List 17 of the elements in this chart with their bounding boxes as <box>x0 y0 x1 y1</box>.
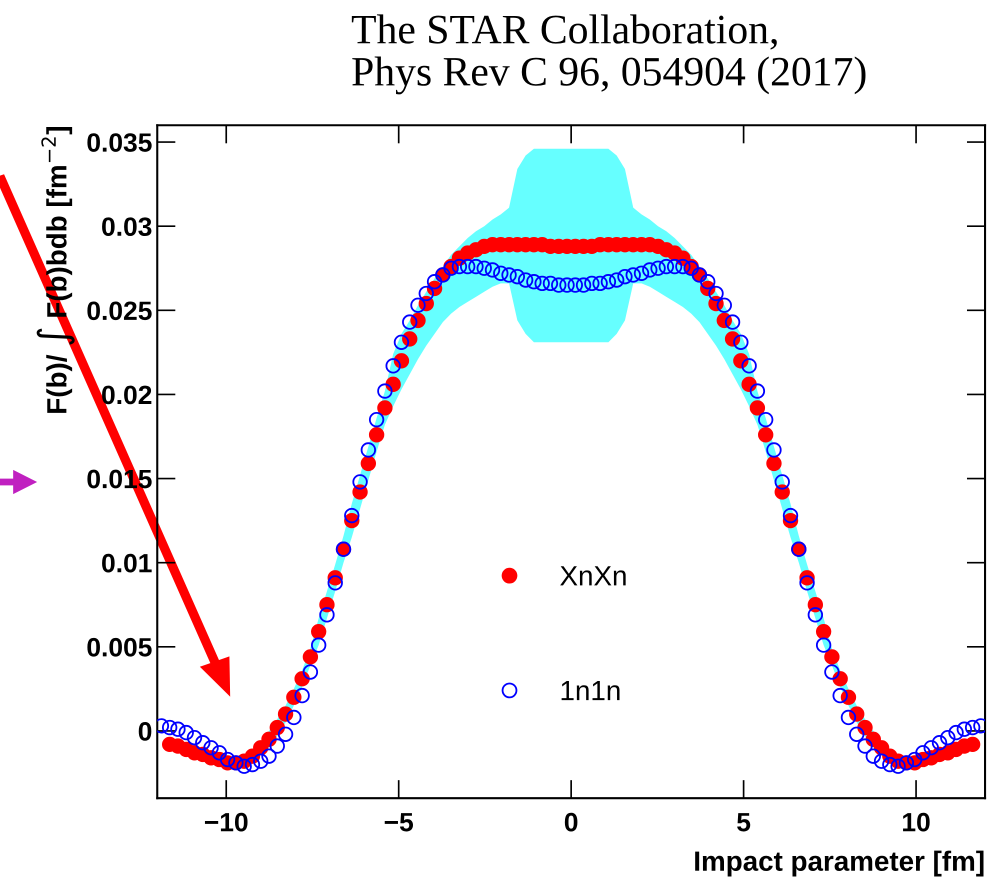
y-tick-label: 0.035 <box>87 133 152 152</box>
x-axis-title: Impact parameter [fm] <box>695 850 984 876</box>
x-tick-label: 10 <box>903 812 930 832</box>
y-tick-label: 0.01 <box>102 554 152 572</box>
x-tick-label: 5 <box>737 813 750 832</box>
y-tick-label: 0 <box>138 722 152 741</box>
x-tick-label: −10 <box>204 812 248 832</box>
y-tick-label: 0.005 <box>87 638 152 657</box>
y-tick-label: 0.025 <box>87 301 152 320</box>
text: The STAR Collaboration, Phys Rev C 96, 054904 (2017) <box>352 14 866 94</box>
y-axis-title: F(b)/ ∫ F(b)bdb [fm$^{−2}$] <box>36 127 75 413</box>
x-tick-label: −5 <box>384 813 413 832</box>
y-tick-label: 0.02 <box>102 386 152 404</box>
legend-label: XnXn <box>560 566 626 586</box>
y-tick-label: 0.03 <box>102 217 152 236</box>
legend-label: 1n1n <box>562 681 620 700</box>
x-tick-label: 0 <box>564 812 578 832</box>
